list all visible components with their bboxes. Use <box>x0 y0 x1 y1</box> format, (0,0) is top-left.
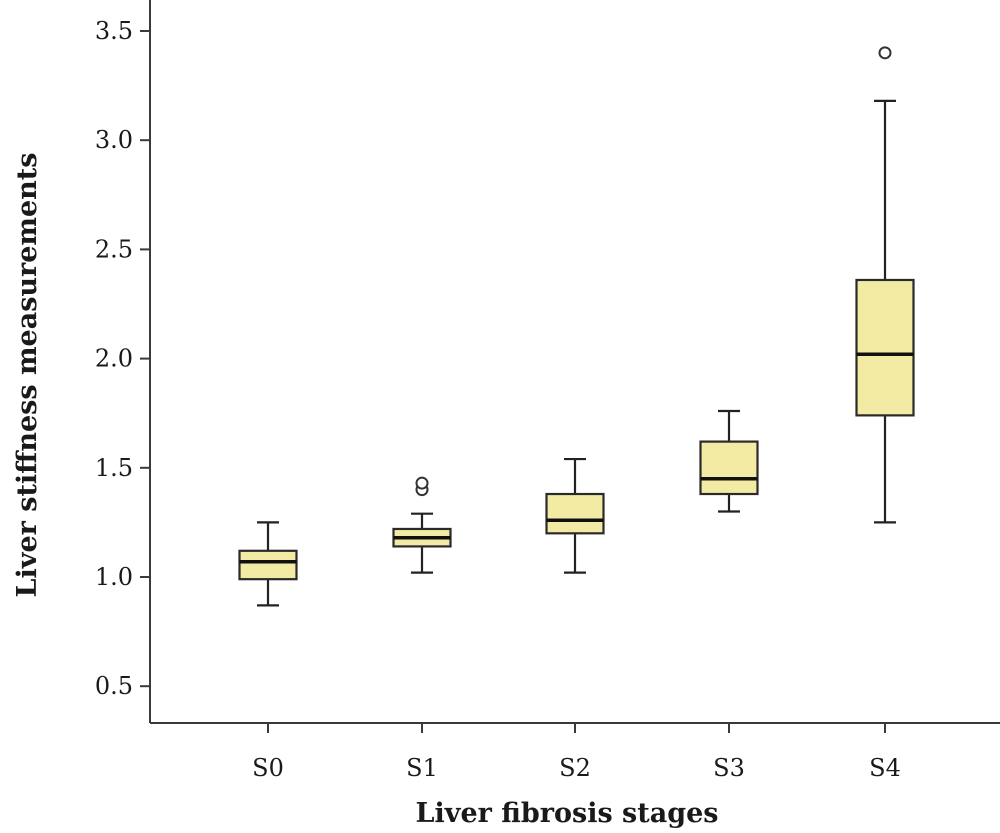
box-s1 <box>392 476 452 574</box>
box-s0 <box>238 521 298 607</box>
x-tick-label: S0 <box>252 754 284 782</box>
y-tick-label: 3.5 <box>95 17 133 45</box>
x-axis-title: Liver fibrosis stages <box>416 798 719 829</box>
iqr-box <box>699 440 759 496</box>
x-tick-label: S4 <box>869 754 901 782</box>
iqr-box <box>238 549 298 581</box>
iqr-box <box>855 278 915 417</box>
y-axis-title: Liver stiffness measurements <box>12 153 43 598</box>
outlier-point <box>878 46 892 60</box>
y-tick-label: 3.0 <box>95 126 133 154</box>
x-ticks: S0 S1 S2 S3 S4 <box>252 723 901 782</box>
box-s3 <box>699 409 759 513</box>
y-tick-label: 2.0 <box>95 345 133 373</box>
x-tick-label: S1 <box>406 754 438 782</box>
box-s2 <box>545 457 605 574</box>
iqr-box <box>545 492 605 535</box>
y-tick-label: 1.0 <box>95 563 133 591</box>
x-tick-label: S2 <box>559 754 591 782</box>
boxes <box>238 46 915 607</box>
y-tick-label: 1.5 <box>95 454 133 482</box>
y-tick-label: 0.5 <box>95 672 133 700</box>
y-tick-label: 2.5 <box>95 235 133 263</box>
box-s4 <box>855 46 915 524</box>
x-tick-label: S3 <box>713 754 745 782</box>
y-ticks: 0.5 1.0 1.5 2.0 2.5 3.0 3.5 <box>95 17 150 700</box>
outlier-point <box>415 476 429 490</box>
